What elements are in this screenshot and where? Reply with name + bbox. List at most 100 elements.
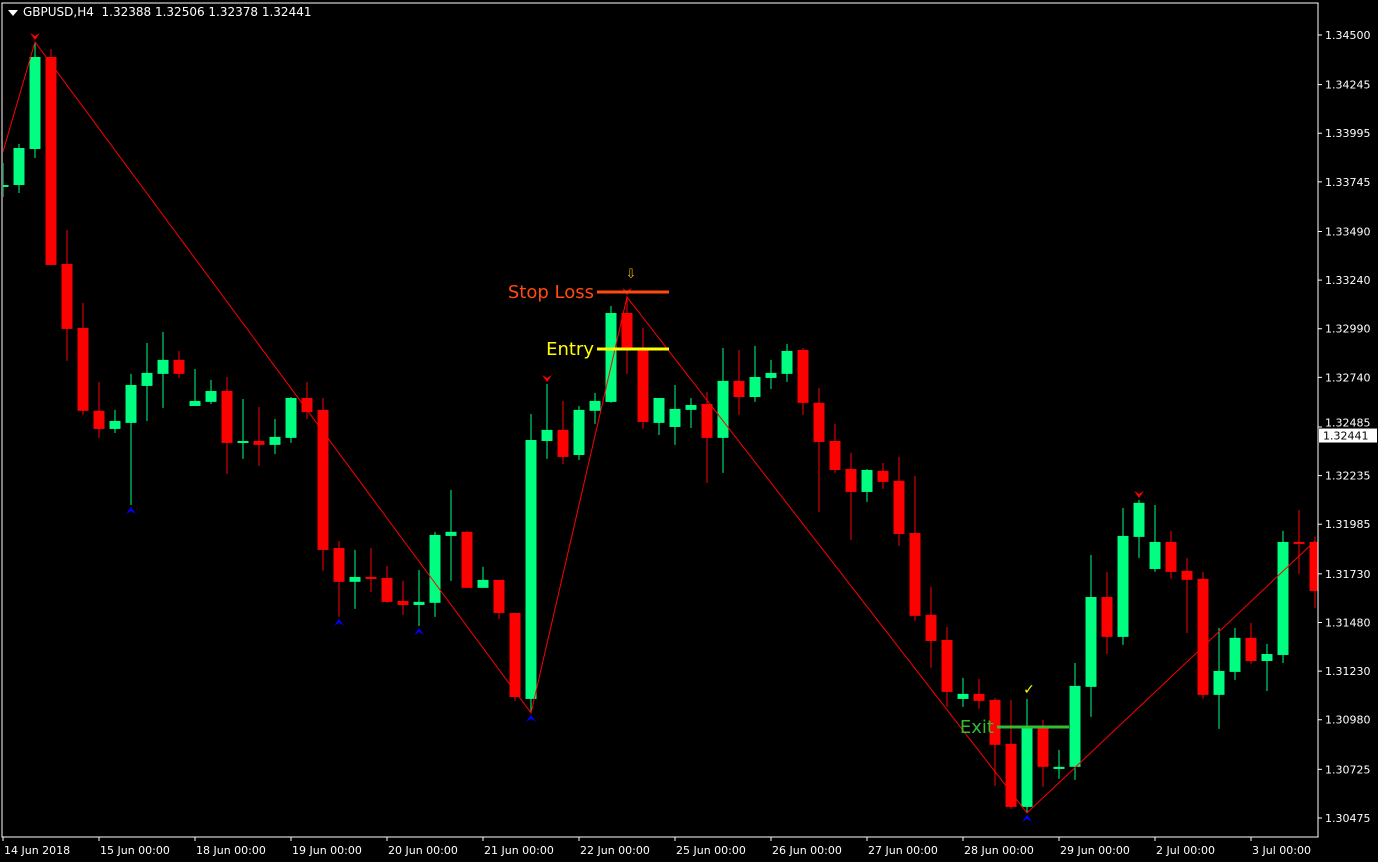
candle bbox=[301, 381, 313, 420]
candle bbox=[125, 373, 137, 505]
candle bbox=[685, 397, 697, 428]
candle bbox=[829, 423, 841, 473]
candle-body bbox=[845, 468, 857, 492]
candle-body bbox=[637, 349, 649, 422]
candle-body bbox=[589, 400, 601, 411]
candle bbox=[365, 547, 377, 592]
candle-body bbox=[3, 184, 9, 187]
candle-body bbox=[61, 263, 73, 329]
candle-body bbox=[685, 404, 697, 410]
candle bbox=[973, 678, 985, 709]
price-tick-label: 1.31985 bbox=[1325, 518, 1371, 531]
candle-body bbox=[333, 547, 345, 582]
entry-label: Entry bbox=[546, 339, 594, 360]
candle-body bbox=[1261, 653, 1273, 661]
candle bbox=[701, 391, 713, 484]
candle bbox=[13, 143, 25, 193]
candle-body bbox=[253, 440, 265, 445]
candle bbox=[1229, 627, 1241, 680]
down-arrow-icon: ⇩ bbox=[626, 267, 637, 282]
candle-body bbox=[221, 390, 233, 443]
candle-body bbox=[701, 404, 713, 438]
price-tick-label: 1.31730 bbox=[1325, 568, 1371, 581]
candle-body bbox=[1245, 637, 1257, 661]
candle bbox=[797, 347, 809, 415]
candle-body bbox=[765, 372, 777, 378]
time-axis: 14 Jun 2018 15 Jun 00:00 18 Jun 00:00 19 Ju… bbox=[2, 837, 1311, 857]
candle bbox=[1053, 749, 1065, 779]
candle bbox=[669, 384, 681, 445]
candle bbox=[157, 331, 169, 408]
candle bbox=[781, 343, 793, 382]
candle bbox=[557, 400, 569, 464]
candle-body bbox=[413, 601, 425, 605]
candle-body bbox=[29, 56, 41, 149]
candle-body bbox=[621, 312, 633, 348]
candle-body bbox=[13, 148, 25, 185]
candle bbox=[893, 456, 905, 546]
price-tick-label: 1.32235 bbox=[1325, 470, 1371, 483]
candle-body bbox=[493, 579, 505, 613]
candle bbox=[205, 379, 217, 405]
price-tick-label: 1.33490 bbox=[1325, 225, 1371, 238]
candle-body bbox=[813, 402, 825, 442]
price-tick-label: 1.33745 bbox=[1325, 176, 1371, 189]
candle bbox=[1149, 504, 1161, 572]
candle bbox=[253, 406, 265, 466]
candle bbox=[141, 342, 153, 421]
candle-body bbox=[541, 429, 553, 441]
current-price-label: 1.32441 bbox=[1323, 430, 1369, 443]
price-tick-label: 1.32485 bbox=[1325, 417, 1371, 430]
time-tick-label: 29 Jun 00:00 bbox=[1060, 844, 1130, 857]
candle-body bbox=[285, 397, 297, 438]
fractal-up-arrow-icon bbox=[526, 714, 536, 722]
candle bbox=[861, 468, 873, 502]
candle-body bbox=[1053, 766, 1065, 769]
candle-body bbox=[317, 409, 329, 550]
dropdown-triangle-icon[interactable] bbox=[8, 9, 18, 16]
candle-body bbox=[157, 359, 169, 374]
symbol-label: GBPUSD,H4 bbox=[23, 5, 94, 19]
candle bbox=[317, 397, 329, 571]
time-tick-label: 28 Jun 00:00 bbox=[964, 844, 1034, 857]
price-tick-label: 1.31480 bbox=[1325, 616, 1371, 629]
candle-body bbox=[957, 693, 969, 699]
candle bbox=[653, 397, 665, 435]
fractal-up-arrow-icon bbox=[414, 627, 424, 635]
candle bbox=[189, 369, 201, 406]
candle bbox=[1245, 622, 1257, 664]
fractal-down-arrow-icon bbox=[542, 374, 552, 382]
candle-body bbox=[893, 480, 905, 534]
fractal-up-arrow-icon bbox=[1022, 814, 1032, 822]
candle-body bbox=[141, 372, 153, 386]
time-tick-label: 21 Jun 00:00 bbox=[484, 844, 554, 857]
candle bbox=[1165, 530, 1177, 579]
candle-body bbox=[909, 532, 921, 616]
candle-body bbox=[669, 408, 681, 427]
candle-body bbox=[1149, 541, 1161, 569]
candle-body bbox=[925, 614, 937, 641]
candle-body bbox=[605, 312, 617, 402]
candle-body bbox=[1309, 541, 1318, 591]
price-axis: 1.34500 1.34245 1.33995 1.33745 1.33490 1.332… bbox=[1317, 3, 1377, 837]
candle bbox=[1197, 571, 1209, 699]
candle bbox=[349, 549, 361, 609]
candle bbox=[1101, 571, 1113, 654]
candle bbox=[493, 579, 505, 619]
candle-body bbox=[1293, 541, 1305, 544]
candle-body bbox=[205, 390, 217, 402]
candle-body bbox=[1277, 541, 1289, 655]
check-icon: ✓ bbox=[1023, 682, 1035, 698]
candle bbox=[237, 398, 249, 459]
time-tick-label: 19 Jun 00:00 bbox=[292, 844, 362, 857]
candle-body bbox=[717, 380, 729, 438]
candle-body bbox=[429, 534, 441, 603]
candle-body bbox=[365, 576, 377, 579]
candle-body bbox=[509, 612, 521, 697]
candle-body bbox=[1197, 578, 1209, 695]
candle bbox=[1181, 557, 1193, 633]
zigzag-line bbox=[3, 40, 1316, 814]
candle bbox=[877, 462, 889, 489]
candle bbox=[717, 347, 729, 473]
